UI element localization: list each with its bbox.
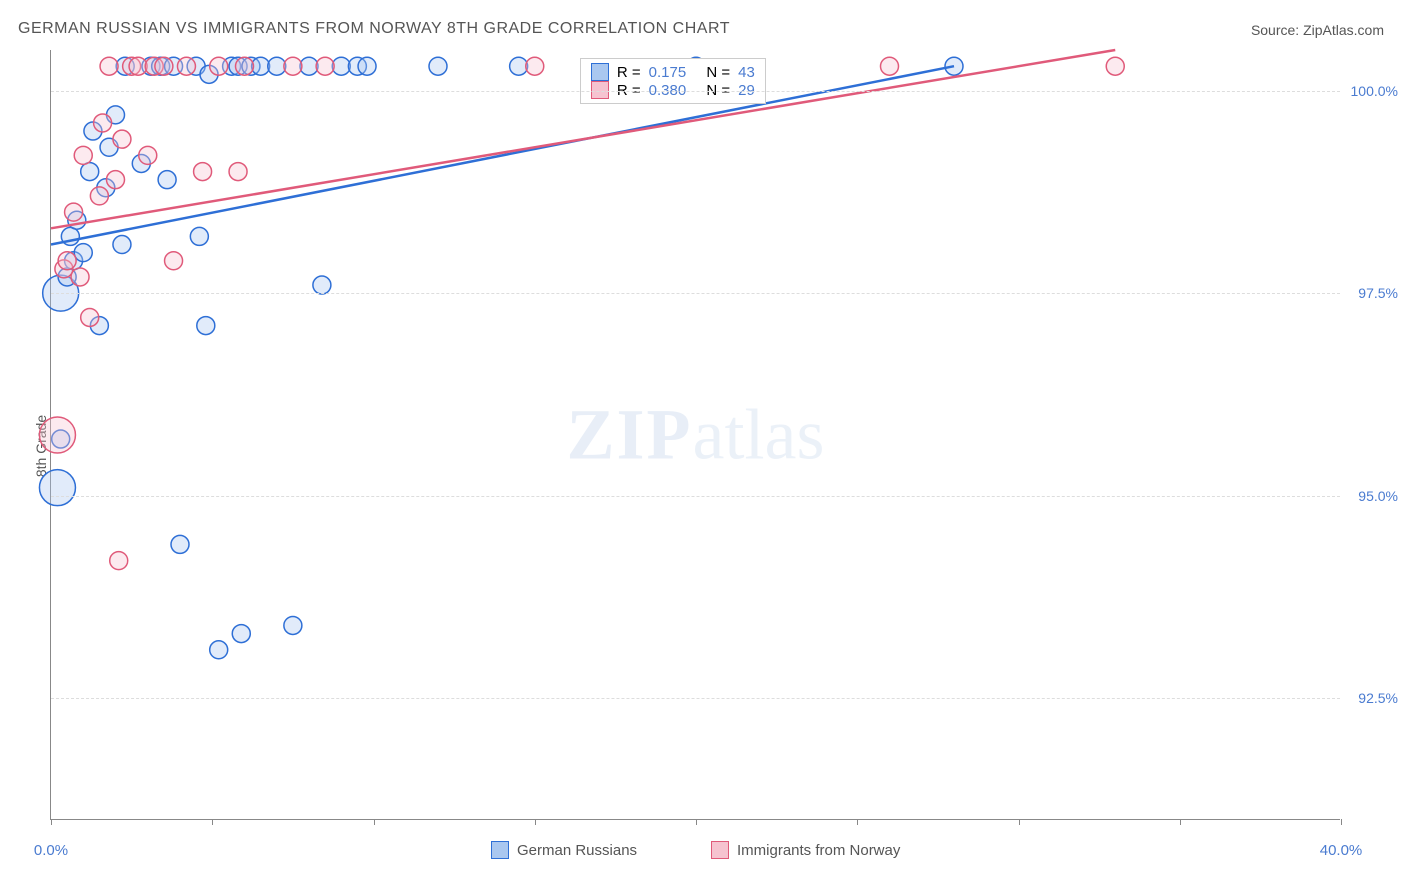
- chart-area: ZIPatlas R = 0.175 N = 43 R = 0.380 N = …: [50, 50, 1340, 820]
- scatter-point: [39, 417, 75, 453]
- legend-swatch-1: [491, 841, 509, 859]
- regression-line: [51, 66, 954, 244]
- x-tick: [1341, 819, 1342, 825]
- x-tick: [1019, 819, 1020, 825]
- gridline: [51, 293, 1340, 294]
- scatter-point: [229, 163, 247, 181]
- scatter-point: [113, 236, 131, 254]
- scatter-point: [210, 641, 228, 659]
- scatter-point: [284, 57, 302, 75]
- scatter-point: [210, 57, 228, 75]
- x-tick-label: 0.0%: [34, 842, 68, 859]
- scatter-point: [139, 146, 157, 164]
- x-tick: [535, 819, 536, 825]
- y-tick-label: 95.0%: [1358, 488, 1398, 504]
- scatter-point: [881, 57, 899, 75]
- scatter-point: [74, 244, 92, 262]
- scatter-point: [90, 187, 108, 205]
- scatter-point: [158, 171, 176, 189]
- x-tick: [212, 819, 213, 825]
- scatter-point: [429, 57, 447, 75]
- r-label: R =: [617, 64, 641, 81]
- scatter-point: [74, 146, 92, 164]
- scatter-point: [58, 252, 76, 270]
- n-value-1: 43: [738, 64, 755, 81]
- scatter-point: [171, 535, 189, 553]
- scatter-point: [81, 308, 99, 326]
- n-label: N =: [706, 64, 730, 81]
- scatter-point: [177, 57, 195, 75]
- scatter-point: [190, 227, 208, 245]
- legend-swatch-2: [711, 841, 729, 859]
- legend-item-1: German Russians: [491, 841, 637, 859]
- gridline: [51, 698, 1340, 699]
- stats-swatch-1: [591, 63, 609, 81]
- stats-row-series-1: R = 0.175 N = 43: [591, 63, 755, 81]
- x-tick: [696, 819, 697, 825]
- scatter-point: [316, 57, 334, 75]
- scatter-point: [65, 203, 83, 221]
- scatter-point: [300, 57, 318, 75]
- legend-label-1: German Russians: [517, 842, 637, 859]
- scatter-point: [526, 57, 544, 75]
- y-tick-label: 100.0%: [1351, 83, 1398, 99]
- scatter-point: [236, 57, 254, 75]
- y-tick-label: 92.5%: [1358, 690, 1398, 706]
- scatter-point: [358, 57, 376, 75]
- plot-svg: [51, 50, 1340, 819]
- scatter-point: [194, 163, 212, 181]
- legend-item-2: Immigrants from Norway: [711, 841, 900, 859]
- gridline: [51, 91, 1340, 92]
- chart-title: GERMAN RUSSIAN VS IMMIGRANTS FROM NORWAY…: [18, 20, 730, 38]
- scatter-point: [110, 552, 128, 570]
- x-tick: [51, 819, 52, 825]
- scatter-point: [129, 57, 147, 75]
- r-value-1: 0.175: [649, 64, 687, 81]
- scatter-point: [107, 171, 125, 189]
- x-tick: [374, 819, 375, 825]
- scatter-point: [232, 625, 250, 643]
- scatter-point: [284, 616, 302, 634]
- scatter-point: [332, 57, 350, 75]
- scatter-point: [113, 130, 131, 148]
- scatter-point: [71, 268, 89, 286]
- scatter-point: [155, 57, 173, 75]
- scatter-point: [81, 163, 99, 181]
- x-tick-label: 40.0%: [1320, 842, 1363, 859]
- scatter-point: [39, 470, 75, 506]
- scatter-point: [252, 57, 270, 75]
- y-tick-label: 97.5%: [1358, 285, 1398, 301]
- scatter-point: [313, 276, 331, 294]
- scatter-point: [1106, 57, 1124, 75]
- source-label: Source: ZipAtlas.com: [1251, 22, 1384, 38]
- scatter-point: [165, 252, 183, 270]
- x-tick: [857, 819, 858, 825]
- scatter-point: [197, 317, 215, 335]
- scatter-point: [100, 57, 118, 75]
- correlation-stats-box: R = 0.175 N = 43 R = 0.380 N = 29: [580, 58, 766, 104]
- x-tick: [1180, 819, 1181, 825]
- scatter-point: [510, 57, 528, 75]
- gridline: [51, 496, 1340, 497]
- scatter-point: [94, 114, 112, 132]
- scatter-point: [268, 57, 286, 75]
- legend-label-2: Immigrants from Norway: [737, 842, 900, 859]
